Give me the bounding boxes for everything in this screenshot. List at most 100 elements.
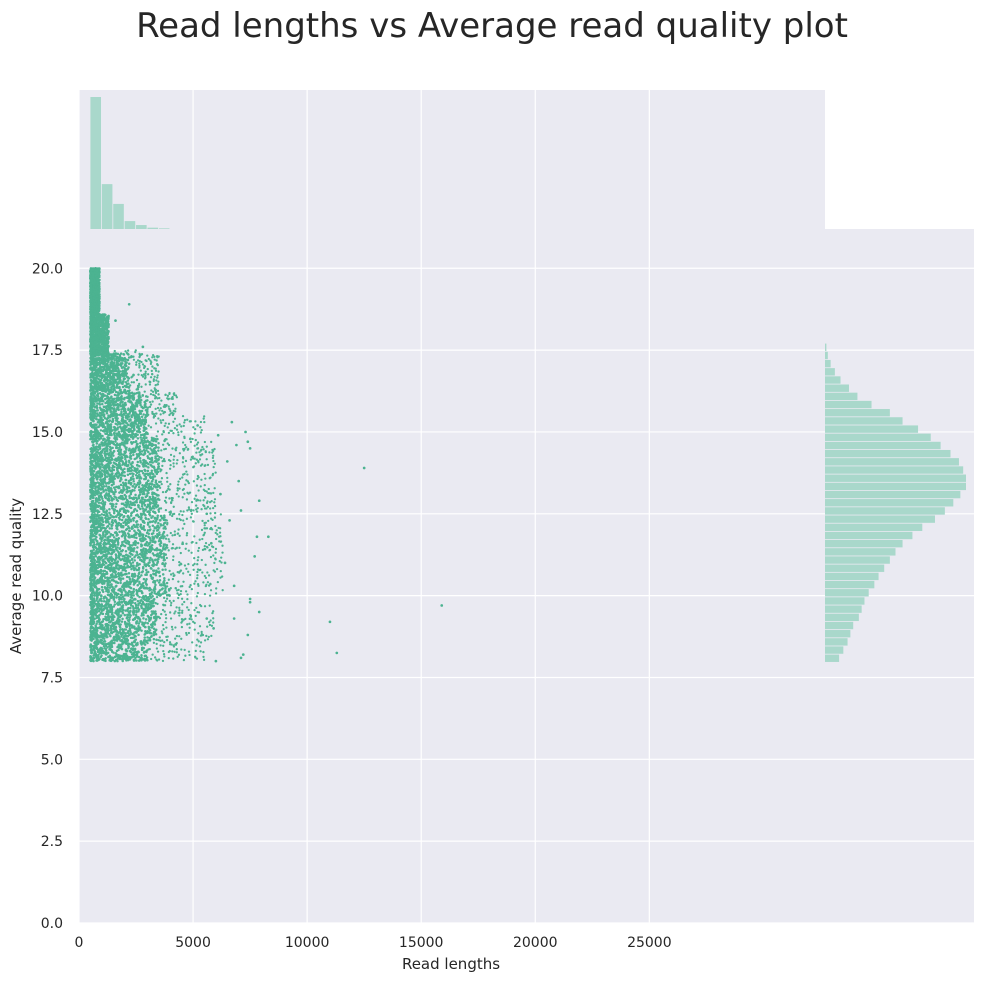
scatter-point bbox=[152, 604, 155, 608]
scatter-point bbox=[100, 462, 103, 466]
scatter-point bbox=[150, 610, 154, 613]
scatter-point bbox=[157, 593, 160, 597]
scatter-point bbox=[92, 363, 96, 367]
scatter-point bbox=[158, 574, 162, 578]
scatter-point bbox=[138, 500, 142, 504]
scatter-point bbox=[93, 513, 97, 516]
scatter-point bbox=[109, 448, 112, 451]
scatter-point bbox=[118, 413, 122, 417]
scatter-point bbox=[150, 507, 154, 510]
scatter-point bbox=[136, 460, 140, 464]
scatter-point bbox=[89, 465, 92, 469]
scatter-point bbox=[132, 441, 135, 444]
scatter-point bbox=[141, 591, 144, 595]
scatter-point bbox=[154, 610, 157, 613]
scatter-point bbox=[154, 444, 157, 447]
scatter-point bbox=[106, 525, 109, 528]
scatter-point bbox=[161, 587, 164, 590]
scatter-point bbox=[146, 529, 150, 532]
scatter-point bbox=[138, 534, 141, 538]
scatter-point bbox=[119, 396, 123, 399]
right-histogram-bar bbox=[825, 433, 931, 441]
scatter-point bbox=[132, 541, 135, 545]
scatter-point bbox=[130, 464, 134, 468]
scatter-point bbox=[154, 601, 157, 605]
scatter-point bbox=[92, 385, 96, 388]
scatter-point bbox=[127, 571, 131, 575]
scatter-point bbox=[124, 501, 128, 504]
scatter-point bbox=[92, 417, 96, 420]
scatter-point bbox=[164, 587, 167, 590]
scatter-point bbox=[123, 470, 126, 474]
chart-title: Read lengths vs Average read quality plo… bbox=[136, 6, 848, 46]
scatter-point bbox=[149, 528, 152, 531]
scatter-point bbox=[129, 520, 133, 523]
scatter-point bbox=[119, 549, 123, 553]
scatter-point bbox=[96, 519, 99, 523]
scatter-point bbox=[105, 411, 109, 415]
scatter-point bbox=[107, 419, 111, 423]
scatter-point bbox=[154, 440, 158, 443]
right-histogram-bar bbox=[825, 482, 966, 491]
scatter-point bbox=[107, 624, 110, 627]
right-histogram-bar bbox=[825, 580, 875, 589]
scatter-point bbox=[119, 514, 122, 518]
scatter-point bbox=[117, 588, 120, 592]
scatter-point bbox=[148, 617, 151, 621]
scatter-point bbox=[157, 526, 161, 529]
scatter-point bbox=[105, 627, 109, 631]
scatter-point bbox=[106, 458, 109, 462]
scatter-point bbox=[97, 501, 101, 504]
scatter-point bbox=[114, 422, 117, 426]
top-histogram-bar bbox=[158, 228, 170, 229]
scatter-point bbox=[99, 631, 103, 634]
scatter-point bbox=[131, 474, 135, 478]
scatter-point bbox=[120, 620, 124, 623]
scatter-point bbox=[147, 602, 151, 606]
scatter-point bbox=[101, 497, 104, 501]
right-histogram-bar bbox=[825, 474, 966, 482]
scatter-point bbox=[127, 518, 130, 521]
scatter-point bbox=[111, 562, 115, 565]
scatter-point bbox=[101, 620, 105, 623]
scatter-point bbox=[126, 613, 129, 617]
scatter-point bbox=[130, 426, 134, 429]
scatter-point bbox=[119, 466, 123, 470]
scatter-point bbox=[137, 622, 141, 625]
scatter-point bbox=[157, 581, 161, 584]
scatter-point bbox=[95, 569, 98, 573]
scatter-point bbox=[104, 576, 107, 579]
scatter-point bbox=[153, 616, 156, 620]
scatter-point bbox=[98, 514, 101, 517]
scatter-point bbox=[92, 443, 95, 447]
scatter-point bbox=[103, 425, 107, 429]
top-histogram-bar bbox=[113, 203, 124, 229]
right-histogram-bar bbox=[825, 384, 849, 392]
scatter-point bbox=[148, 482, 151, 486]
scatter-point bbox=[136, 437, 140, 440]
scatter-point bbox=[134, 554, 137, 557]
scatter-point bbox=[104, 514, 108, 517]
scatter-point bbox=[133, 486, 137, 489]
scatter-point bbox=[153, 585, 157, 589]
scatter-point bbox=[90, 452, 94, 455]
scatter-point bbox=[104, 615, 107, 618]
scatter-point bbox=[103, 595, 106, 599]
scatter-point bbox=[158, 543, 162, 546]
scatter-point bbox=[134, 493, 137, 497]
scatter-point bbox=[93, 647, 96, 650]
scatter-point bbox=[140, 544, 144, 547]
right-histogram-bar bbox=[825, 613, 859, 622]
scatter-point bbox=[129, 598, 132, 602]
scatter-point bbox=[151, 495, 155, 499]
scatter-point bbox=[129, 492, 133, 496]
scatter-point bbox=[134, 606, 138, 609]
scatter-point bbox=[159, 593, 163, 596]
scatter-point bbox=[113, 488, 117, 491]
scatter-point bbox=[151, 472, 155, 476]
scatter-point bbox=[117, 577, 121, 581]
scatter-point bbox=[108, 477, 111, 481]
scatter-point bbox=[114, 573, 118, 577]
scatter-point bbox=[109, 455, 113, 458]
